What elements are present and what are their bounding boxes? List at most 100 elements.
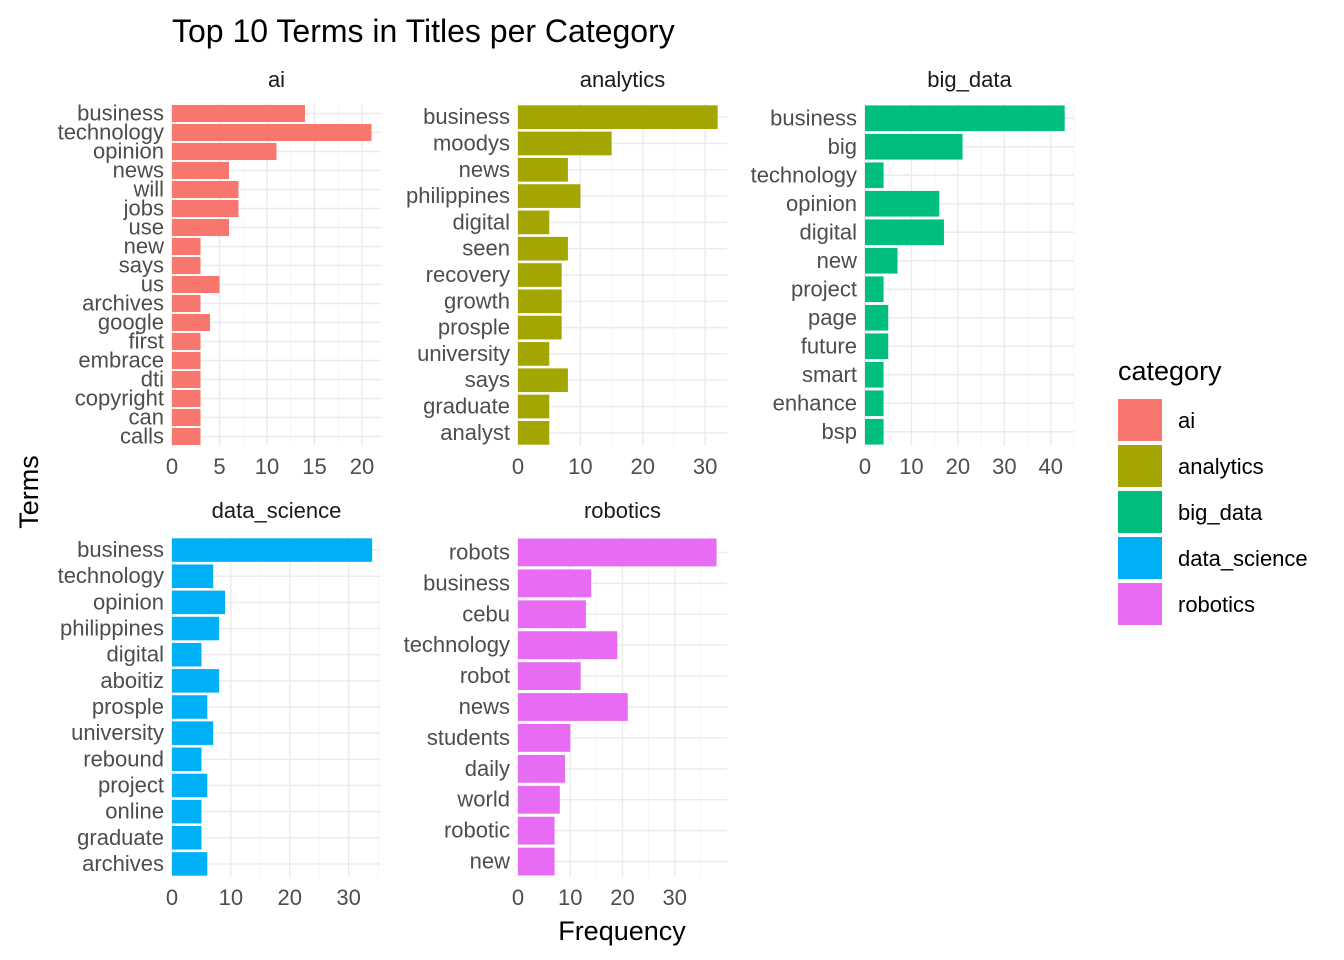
bar-big_data-technology — [865, 162, 884, 189]
bar-data_science-philippines — [172, 616, 220, 641]
y-tick-label: digital — [107, 642, 164, 667]
y-tick-label: recovery — [426, 262, 510, 287]
bar-big_data-opinion — [865, 190, 940, 217]
legend-key-robotics — [1118, 583, 1162, 625]
y-tick-label: enhance — [773, 390, 857, 415]
y-axis-title: Terms — [14, 455, 44, 529]
y-tick-label: archives — [82, 851, 164, 876]
legend-label: analytics — [1178, 454, 1264, 479]
y-tick-label: says — [119, 253, 164, 278]
panel-big_data: business big technology opinion digital new pr… — [751, 67, 1075, 479]
facet-strip-label: big_data — [927, 67, 1012, 92]
y-tick-label: dti — [141, 367, 164, 392]
panel-analytics: businessmoodysnewsphilippinesdigitalseen… — [406, 67, 727, 479]
y-tick-label: new — [470, 849, 510, 874]
y-tick-label: bsp — [822, 419, 857, 444]
bar-data_science-university — [172, 721, 214, 745]
y-tick-label: embrace — [78, 348, 164, 373]
bar-big_data-bsp — [865, 418, 884, 445]
y-tick-label: business — [423, 570, 510, 595]
y-tick-label: moodys — [433, 130, 510, 155]
bar-data_science-aboitiz — [172, 669, 220, 693]
bar-ai-use — [172, 218, 229, 237]
y-tick-label: jobs — [123, 196, 164, 221]
x-tick-label: 30 — [336, 885, 360, 910]
y-tick-label: google — [98, 310, 164, 335]
x-tick-label: 5 — [213, 454, 225, 479]
y-tick-label: opinion — [93, 589, 164, 614]
bar-ai-says — [172, 256, 201, 275]
y-tick-label: growth — [444, 288, 510, 313]
x-tick-label: 10 — [219, 885, 243, 910]
legend: category ai analytics big_data data_science… — [1118, 356, 1308, 625]
bar-robotics-business — [518, 569, 592, 598]
bar-big_data-page — [865, 304, 889, 331]
bar-robotics-robotic — [518, 816, 555, 845]
y-tick-label: graduate — [77, 825, 164, 850]
y-tick-label: prosple — [438, 315, 510, 340]
x-tick-label: 20 — [946, 454, 970, 479]
y-tick-label: aboitiz — [100, 668, 164, 693]
y-tick-label: prosple — [92, 694, 164, 719]
bar-data_science-archives — [172, 852, 208, 876]
x-tick-label: 0 — [859, 454, 871, 479]
legend-label: data_science — [1178, 546, 1308, 571]
x-tick-label: 20 — [278, 885, 302, 910]
y-tick-label: project — [98, 772, 164, 797]
y-tick-label: technology — [751, 162, 857, 187]
bar-robotics-robots — [518, 538, 717, 567]
panel-ai: businesstechnologyopinionnewswilljobsuse… — [58, 67, 381, 479]
y-tick-label: cebu — [462, 601, 510, 626]
bar-analytics-seen — [518, 236, 568, 261]
bar-big_data-enhance — [865, 390, 884, 417]
y-tick-label: robots — [449, 539, 510, 564]
facet-strip-label: analytics — [580, 67, 666, 92]
x-tick-label: 20 — [610, 885, 634, 910]
y-tick-label: robot — [460, 663, 510, 688]
y-tick-label: digital — [453, 209, 510, 234]
y-tick-label: says — [465, 367, 510, 392]
x-tick-label: 20 — [631, 454, 655, 479]
x-tick-label: 20 — [350, 454, 374, 479]
y-tick-label: news — [459, 157, 510, 182]
bar-big_data-smart — [865, 361, 884, 388]
y-tick-label: online — [105, 799, 164, 824]
bar-analytics-philippines — [518, 184, 581, 208]
x-tick-label: 0 — [166, 885, 178, 910]
bar-ai-jobs — [172, 199, 239, 218]
bar-ai-copyright — [172, 389, 201, 408]
bar-ai-can — [172, 408, 201, 427]
y-tick-label: robotic — [444, 818, 510, 843]
bar-analytics-growth — [518, 289, 562, 314]
bar-data_science-business — [172, 538, 373, 562]
y-tick-label: students — [427, 725, 510, 750]
y-tick-label: new — [124, 234, 164, 259]
y-tick-label: philippines — [406, 183, 510, 208]
bar-big_data-business — [865, 105, 1065, 132]
bar-big_data-future — [865, 333, 889, 360]
bar-analytics-analyst — [518, 421, 550, 445]
y-tick-label: daily — [465, 756, 510, 781]
facet-panels: businesstechnologyopinionnewswilljobsuse… — [58, 67, 1075, 910]
x-tick-label: 30 — [693, 454, 717, 479]
y-tick-label: big — [828, 134, 857, 159]
bar-data_science-graduate — [172, 826, 202, 850]
x-tick-label: 10 — [568, 454, 592, 479]
y-tick-label: first — [129, 329, 164, 354]
y-tick-label: business — [77, 537, 164, 562]
y-tick-label: news — [459, 694, 510, 719]
bar-ai-will — [172, 180, 239, 199]
y-tick-label: future — [801, 333, 857, 358]
x-tick-label: 10 — [255, 454, 279, 479]
x-tick-label: 30 — [663, 885, 687, 910]
bar-ai-opinion — [172, 142, 277, 161]
bar-ai-business — [172, 104, 305, 123]
legend-title: category — [1118, 356, 1222, 386]
y-tick-label: technology — [58, 120, 164, 145]
y-tick-label: archives — [82, 291, 164, 316]
x-tick-label: 10 — [558, 885, 582, 910]
y-tick-label: use — [129, 215, 164, 240]
y-tick-label: university — [417, 341, 510, 366]
y-tick-label: copyright — [75, 386, 164, 411]
x-tick-label: 10 — [899, 454, 923, 479]
